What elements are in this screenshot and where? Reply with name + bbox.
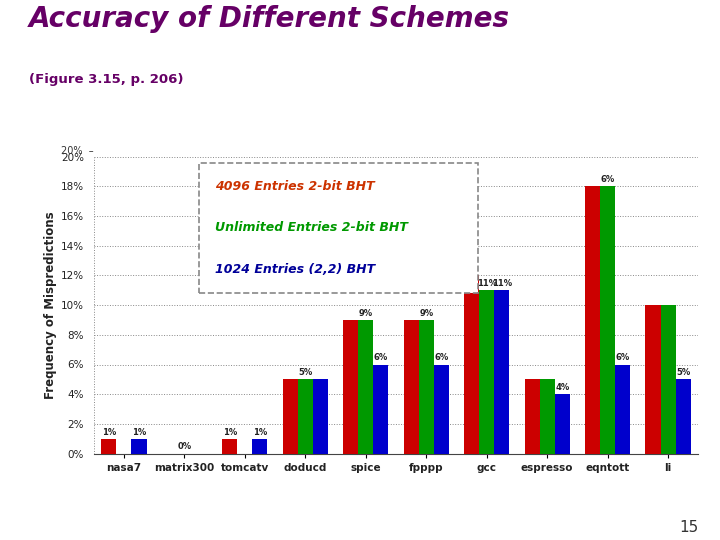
- Bar: [373, 364, 389, 454]
- Text: 15: 15: [679, 519, 698, 535]
- Bar: [313, 379, 328, 454]
- Text: 1%: 1%: [222, 428, 237, 436]
- Bar: [252, 438, 267, 454]
- Text: 1%: 1%: [132, 428, 146, 436]
- Text: 1024 Entries (2,2) BHT: 1024 Entries (2,2) BHT: [215, 263, 374, 276]
- Text: 1%: 1%: [253, 428, 267, 436]
- Bar: [359, 320, 373, 454]
- Text: 1%: 1%: [102, 428, 116, 436]
- Text: 6%: 6%: [434, 353, 449, 362]
- Bar: [480, 290, 494, 454]
- Text: 9%: 9%: [359, 309, 373, 318]
- Text: 11%: 11%: [492, 279, 512, 288]
- Bar: [403, 320, 418, 454]
- Text: (Figure 3.15, p. 206): (Figure 3.15, p. 206): [29, 73, 184, 86]
- Bar: [464, 275, 480, 454]
- Bar: [418, 320, 433, 454]
- Bar: [585, 186, 600, 454]
- Bar: [646, 305, 661, 454]
- Bar: [615, 364, 631, 454]
- Text: 4%: 4%: [555, 383, 570, 392]
- Bar: [101, 438, 117, 454]
- Bar: [283, 379, 298, 454]
- Text: Unlimited Entries 2-bit BHT: Unlimited Entries 2-bit BHT: [215, 221, 408, 234]
- Bar: [554, 394, 570, 454]
- Text: 6%: 6%: [616, 353, 630, 362]
- Text: 20%  –: 20% –: [61, 146, 94, 156]
- Bar: [524, 379, 540, 454]
- Text: 9%: 9%: [419, 309, 433, 318]
- Text: 6%: 6%: [374, 353, 388, 362]
- Bar: [298, 379, 313, 454]
- Bar: [676, 379, 691, 454]
- Bar: [540, 379, 554, 454]
- Bar: [433, 364, 449, 454]
- Text: 5%: 5%: [298, 368, 312, 377]
- Text: 4096 Entries 2-bit BHT: 4096 Entries 2-bit BHT: [215, 180, 374, 193]
- Text: 0%: 0%: [177, 442, 192, 451]
- Y-axis label: Frequency of Mispredictions: Frequency of Mispredictions: [44, 211, 57, 399]
- Bar: [661, 305, 676, 454]
- Bar: [600, 186, 615, 454]
- FancyBboxPatch shape: [199, 163, 477, 293]
- Bar: [132, 438, 147, 454]
- Bar: [343, 320, 359, 454]
- Text: Accuracy of Different Schemes: Accuracy of Different Schemes: [29, 5, 510, 33]
- Bar: [222, 438, 238, 454]
- Text: 6%: 6%: [600, 175, 615, 184]
- Bar: [494, 290, 510, 454]
- Text: 11%: 11%: [477, 279, 497, 288]
- Text: 5%: 5%: [676, 368, 690, 377]
